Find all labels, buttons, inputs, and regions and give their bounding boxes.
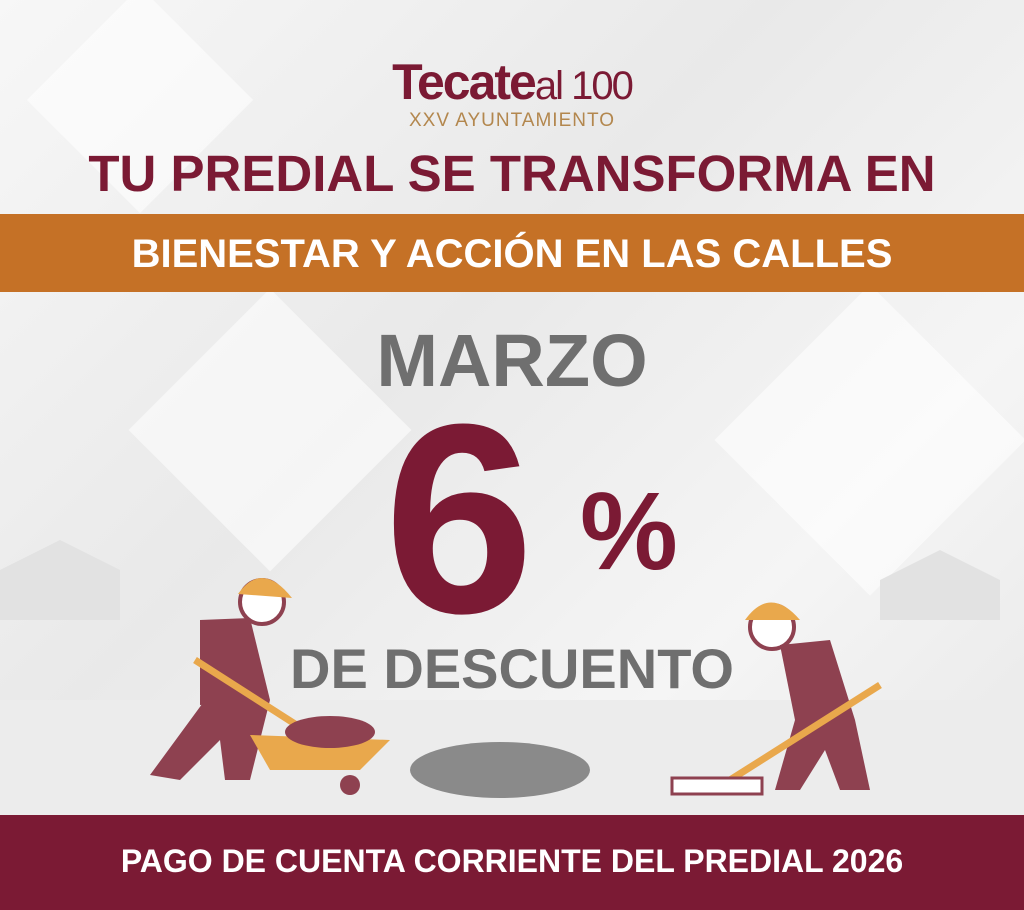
houses-silhouette xyxy=(0,540,1000,620)
logo-main-text: Tecate xyxy=(392,54,537,110)
logo-suffix-text: al 100 xyxy=(534,64,634,108)
logo-subtitle: XXV AYUNTAMIENTO xyxy=(408,110,616,131)
discount-label: DE DESCUENTO xyxy=(290,637,734,700)
orange-banner: BIENESTAR Y ACCIÓN EN LAS CALLES xyxy=(0,214,1024,292)
headline: TU PREDIAL SE TRANSFORMA EN xyxy=(88,145,936,202)
footer-banner: PAGO DE CUENTA CORRIENTE DEL PREDIAL 202… xyxy=(0,815,1024,910)
pothole-illustration xyxy=(410,742,590,798)
month-label: MARZO xyxy=(376,319,648,402)
percent-sign: % xyxy=(580,470,678,593)
logo: Tecateal 100 XXV AYUNTAMIENTO xyxy=(0,54,1024,132)
discount-value: 6 xyxy=(384,369,535,670)
worker-left-illustration xyxy=(150,577,390,795)
worker-right-illustration xyxy=(670,602,882,796)
